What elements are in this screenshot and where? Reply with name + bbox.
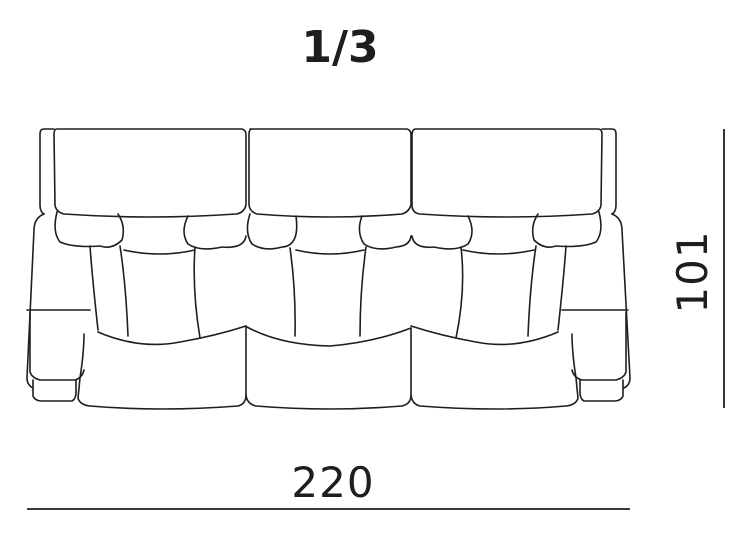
- left-arm: [26, 128, 91, 402]
- width-dimension-label: 220: [291, 458, 375, 507]
- height-dimension-label: 101: [668, 230, 717, 314]
- seat-left: [53, 128, 247, 410]
- seat-right: [410, 128, 603, 410]
- diagram-title: 1/3: [301, 22, 379, 73]
- right-arm: [561, 128, 631, 402]
- seat-middle: [245, 128, 412, 410]
- sofa-outline: [26, 128, 631, 410]
